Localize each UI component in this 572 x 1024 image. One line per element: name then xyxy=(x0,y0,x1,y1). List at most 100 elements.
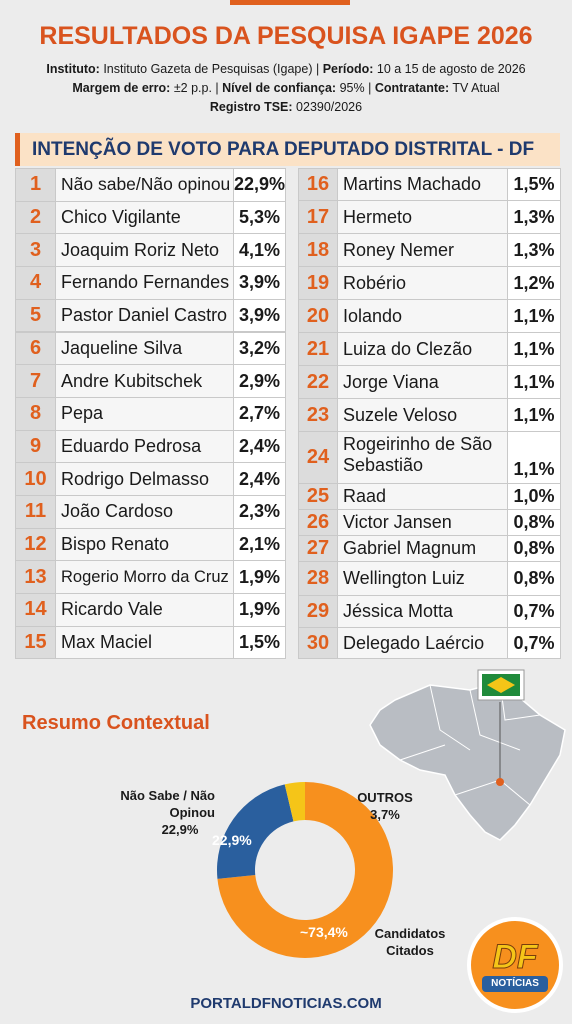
value-cell: 1,1% xyxy=(507,332,561,366)
summary-title: Resumo Contextual xyxy=(22,712,210,734)
df-marker xyxy=(496,778,504,786)
value-cell: 2,4% xyxy=(233,429,286,464)
brazil-map xyxy=(369,669,566,841)
value-cell: 3,9% xyxy=(233,266,286,300)
rank-cell: 23 xyxy=(298,398,338,432)
value-cell: 0,8% xyxy=(507,535,561,562)
summary-graphics xyxy=(217,669,566,1013)
rank-cell: 12 xyxy=(15,527,56,562)
name-cell: Pastor Daniel Castro xyxy=(55,298,234,333)
value-cell: 1,2% xyxy=(507,266,561,300)
name-cell: Fernando Fernandes xyxy=(55,266,234,300)
name-cell: Rogerio Morro da Cruz xyxy=(55,560,234,595)
pie-category: Não Sabe / Não Opinou xyxy=(120,788,215,820)
pie-label: OUTROS 3,7% xyxy=(345,789,425,823)
map-borders xyxy=(399,681,541,806)
pie-label: Candidatos Citados xyxy=(365,925,455,959)
rank-cell: 22 xyxy=(298,365,338,399)
rank-cell: 9 xyxy=(15,429,56,464)
info-value: 95% | xyxy=(339,81,372,95)
info-label: Margem de erro: xyxy=(72,81,171,95)
value-cell: 0,7% xyxy=(507,627,561,659)
info-label: Contratante: xyxy=(374,81,450,95)
value-cell: 0,7% xyxy=(507,595,561,628)
value-cell: 2,9% xyxy=(233,364,286,398)
table-title: INTENÇÃO DE VOTO PARA DEPUTADO DISTRITAL… xyxy=(15,133,560,166)
value-cell: 22,9% xyxy=(233,168,286,202)
value-cell: 3,9% xyxy=(233,298,286,333)
name-cell: Martins Machado xyxy=(337,168,508,201)
rank-cell: 30 xyxy=(298,627,338,659)
name-cell: Suzele Veloso xyxy=(337,398,508,432)
rank-cell: 27 xyxy=(298,535,338,562)
value-cell: 2,7% xyxy=(233,396,286,431)
rank-cell: 28 xyxy=(298,561,338,596)
name-cell: Raad xyxy=(337,483,508,510)
name-cell: Andre Kubitschek xyxy=(55,364,234,398)
name-cell: Luiza do Clezão xyxy=(337,332,508,366)
rank-cell: 25 xyxy=(298,483,338,510)
info-line: Margem de erro: ±2 p.p. | Nível de confi… xyxy=(0,81,572,95)
value-cell: 0,8% xyxy=(507,561,561,596)
logo-text: DF xyxy=(492,938,538,977)
rank-cell: 14 xyxy=(15,593,56,627)
name-cell: Wellington Luiz xyxy=(337,561,508,596)
info-label: Instituto: xyxy=(46,62,100,76)
value-cell: 1,9% xyxy=(233,560,286,595)
rank-cell: 20 xyxy=(298,299,338,333)
name-cell: Jéssica Motta xyxy=(337,595,508,628)
value-cell: 4,1% xyxy=(233,233,286,268)
rank-cell: 15 xyxy=(15,625,56,660)
rank-cell: 2 xyxy=(15,200,56,235)
page-title: RESULTADOS DA PESQUISA IGAPE 2026 xyxy=(39,22,533,50)
donut-chart xyxy=(217,782,393,958)
rank-cell: 1 xyxy=(15,168,56,202)
value-cell: 5,3% xyxy=(233,200,286,235)
logo-subtext: NOTÍCIAS xyxy=(491,978,539,989)
donut-segment xyxy=(217,782,393,958)
name-cell: Hermeto xyxy=(337,200,508,234)
pie-category: Candidatos Citados xyxy=(374,926,446,958)
rank-cell: 16 xyxy=(298,168,338,201)
name-cell: Max Maciel xyxy=(55,625,234,660)
name-cell: João Cardoso xyxy=(55,495,234,529)
rank-cell: 4 xyxy=(15,266,56,300)
name-cell: Chico Vigilante xyxy=(55,200,234,235)
pie-value: 22,9% xyxy=(161,822,199,837)
value-cell: 0,8% xyxy=(507,509,561,536)
rank-cell: 10 xyxy=(15,462,56,496)
info-value: Instituto Gazeta de Pesquisas (Igape) | xyxy=(103,62,320,76)
pie-value: 3,7% xyxy=(370,807,400,822)
rank-cell: 11 xyxy=(15,495,56,529)
rank-cell: 5 xyxy=(15,298,56,333)
value-cell: 1,1% xyxy=(507,365,561,399)
info-value: 02390/2026 xyxy=(296,100,363,114)
rank-cell: 21 xyxy=(298,332,338,366)
name-cell: Iolando xyxy=(337,299,508,333)
info-value: 10 a 15 de agosto de 2026 xyxy=(376,62,526,76)
info-line: Registro TSE: 02390/2026 xyxy=(0,100,572,114)
name-cell: Victor Jansen xyxy=(337,509,508,536)
value-cell: 1,1% xyxy=(507,299,561,333)
name-cell: Ricardo Vale xyxy=(55,593,234,627)
name-cell: Eduardo Pedrosa xyxy=(55,429,234,464)
value-cell: 2,4% xyxy=(233,462,286,496)
rank-cell: 24 xyxy=(298,431,338,484)
flag-diamond xyxy=(487,677,515,693)
name-cell: Não sabe/Não opinou xyxy=(55,168,234,202)
donut-segment xyxy=(284,782,305,822)
donut-segment xyxy=(217,784,294,879)
rank-cell: 26 xyxy=(298,509,338,536)
value-cell: 1,5% xyxy=(507,168,561,201)
value-cell: 1,9% xyxy=(233,593,286,627)
info-label: Período: xyxy=(322,62,374,76)
info-label: Nível de confiança: xyxy=(222,81,337,95)
logo-ribbon xyxy=(482,976,548,992)
name-cell: Jorge Viana xyxy=(337,365,508,399)
value-cell: 1,3% xyxy=(507,233,561,267)
info-value: TV Atual xyxy=(452,81,500,95)
name-cell: Rodrigo Delmasso xyxy=(55,462,234,496)
name-cell: Joaquim Roriz Neto xyxy=(55,233,234,268)
info-value: ±2 p.p. | xyxy=(173,81,219,95)
